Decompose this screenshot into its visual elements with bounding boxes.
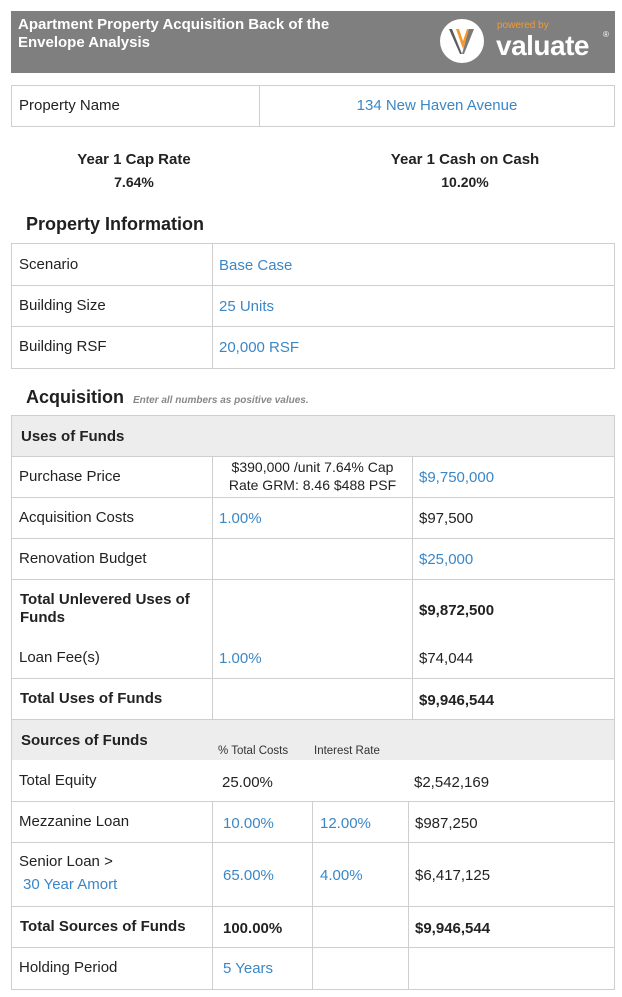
col-pct-total-header: % Total Costs — [218, 745, 289, 757]
purchase-price-stats-line1: $390,000 /unit 7.64% Cap — [231, 459, 394, 475]
divider — [408, 802, 409, 989]
app-header — [11, 11, 615, 73]
mezzanine-rate-input[interactable]: 12.00% — [320, 815, 371, 832]
acquisition-heading: Acquisition — [26, 387, 124, 407]
purchase-price-input[interactable]: $9,750,000 — [419, 469, 495, 486]
acquisition-costs-label: Acquisition Costs — [19, 509, 135, 526]
senior-rate-input[interactable]: 4.00% — [320, 867, 363, 884]
renovation-budget-label: Renovation Budget — [19, 550, 147, 567]
building-size-label: Building Size — [19, 297, 106, 314]
purchase-price-label: Purchase Price — [19, 468, 121, 485]
total-uses-value: $9,946,544 — [419, 692, 495, 709]
building-rsf-input[interactable]: 20,000 RSF — [219, 339, 300, 356]
page-title: Apartment Property Acquisition Back of t… — [18, 16, 330, 51]
divider — [12, 842, 614, 843]
divider — [12, 497, 614, 498]
total-equity-pct: 25.00% — [222, 774, 273, 791]
divider — [212, 244, 213, 368]
total-unlevered-value: $9,872,500 — [419, 602, 495, 619]
acquisition-costs-pct-input[interactable]: 1.00% — [219, 510, 262, 527]
loan-fees-value: $74,044 — [419, 650, 474, 667]
building-size-input[interactable]: 25 Units — [219, 298, 275, 315]
loan-fees-label: Loan Fee(s) — [19, 649, 100, 666]
divider — [12, 801, 614, 802]
brand-name: valuate — [496, 30, 590, 61]
total-uses-label: Total Uses of Funds — [20, 690, 163, 707]
total-unlevered-label-line2: Funds — [20, 609, 65, 626]
holding-period-input[interactable]: 5 Years — [223, 960, 274, 977]
divider — [212, 802, 213, 989]
scenario-label: Scenario — [19, 256, 79, 273]
uses-of-funds-title: Uses of Funds — [21, 428, 125, 445]
acquisition-note: Enter all numbers as positive values. — [133, 395, 309, 406]
renovation-budget-input[interactable]: $25,000 — [419, 551, 474, 568]
amortization-select[interactable]: 30 Year Amort — [23, 876, 118, 893]
divider — [12, 326, 614, 327]
valuate-logo — [440, 19, 484, 63]
divider — [12, 719, 614, 720]
uses-of-funds-header — [12, 416, 614, 456]
acquisition-costs-value: $97,500 — [419, 510, 474, 527]
sources-of-funds-header — [12, 720, 614, 760]
total-unlevered-label-line1: Total Unlevered Uses of — [20, 591, 190, 608]
property-name-input[interactable]: 134 New Haven Avenue — [356, 97, 518, 114]
registered-mark: ® — [603, 30, 609, 39]
total-sources-value: $9,946,544 — [415, 920, 491, 937]
valuate-v-icon — [449, 29, 474, 54]
divider — [12, 947, 614, 948]
divider — [312, 802, 313, 989]
divider — [12, 285, 614, 286]
divider — [412, 457, 413, 719]
scenario-select[interactable]: Base Case — [219, 257, 293, 274]
cap-rate-value: 7.64% — [114, 174, 154, 190]
property-information-table — [11, 243, 615, 369]
divider — [12, 538, 614, 539]
holding-period-label: Holding Period — [19, 959, 118, 976]
property-information-heading: Property Information — [26, 214, 205, 234]
mezzanine-value: $987,250 — [415, 815, 478, 832]
cap-rate-label: Year 1 Cap Rate — [77, 151, 191, 168]
divider — [12, 456, 614, 457]
acquisition-table — [11, 415, 615, 990]
property-name-box — [11, 85, 615, 127]
sources-of-funds-title: Sources of Funds — [21, 732, 148, 749]
loan-fees-pct-input[interactable]: 1.00% — [219, 650, 262, 667]
total-sources-pct: 100.00% — [223, 920, 283, 937]
divider — [12, 906, 614, 907]
building-rsf-label: Building RSF — [19, 338, 107, 355]
divider — [12, 579, 614, 580]
cash-on-cash-value: 10.20% — [441, 174, 489, 190]
total-equity-value: $2,542,169 — [414, 774, 490, 791]
divider — [12, 678, 614, 679]
purchase-price-stats-line2: Rate GRM: 8.46 $488 PSF — [228, 477, 397, 493]
mezzanine-pct-input[interactable]: 10.00% — [223, 815, 274, 832]
property-name-label: Property Name — [19, 97, 120, 114]
total-equity-label: Total Equity — [19, 772, 97, 789]
cash-on-cash-label: Year 1 Cash on Cash — [390, 151, 540, 168]
divider — [259, 86, 260, 126]
total-sources-label: Total Sources of Funds — [20, 918, 186, 935]
mezzanine-loan-label: Mezzanine Loan — [19, 813, 130, 830]
col-interest-header: Interest Rate — [314, 745, 380, 757]
powered-by-text: powered by — [497, 20, 549, 31]
senior-loan-label: Senior Loan > — [19, 853, 113, 870]
divider — [212, 457, 213, 719]
senior-pct-input[interactable]: 65.00% — [223, 867, 274, 884]
senior-value: $6,417,125 — [415, 867, 491, 884]
